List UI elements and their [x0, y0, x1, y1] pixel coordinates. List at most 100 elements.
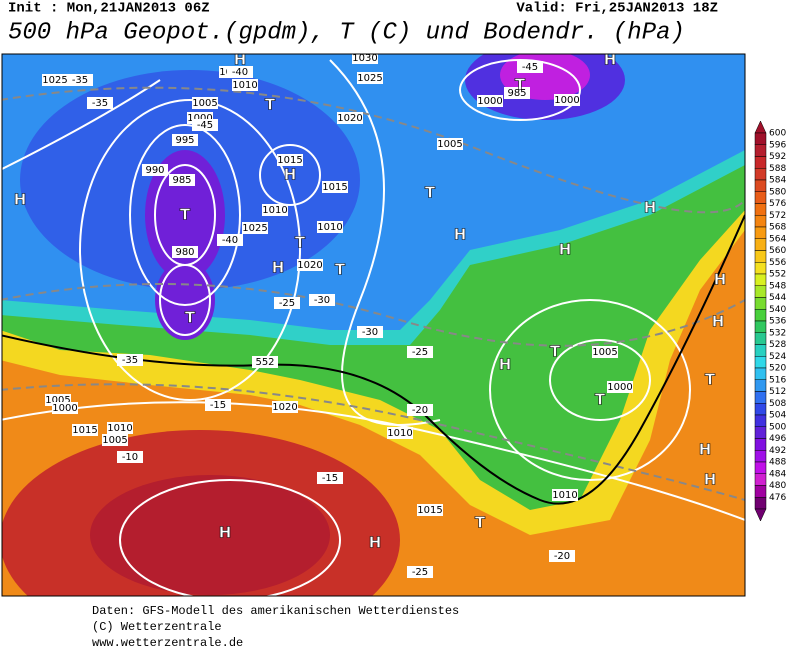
label-bg: [217, 234, 243, 246]
pressure-system: T: [335, 261, 346, 279]
pressure-system: T: [425, 184, 436, 202]
colorbar-label: 548: [769, 281, 786, 291]
contour-label: 1005: [192, 98, 217, 109]
colorbar-label: 584: [769, 176, 786, 186]
contour-label: -15: [210, 400, 226, 411]
contour-label: 1005: [437, 139, 462, 150]
label-bg: [277, 154, 303, 166]
552-line: [2, 214, 745, 505]
colorbar-label: 540: [769, 305, 786, 315]
pressure-system: T: [265, 96, 276, 114]
pressure-system: H: [499, 356, 512, 374]
contour-label: 1010: [262, 205, 287, 216]
isobars: [2, 59, 745, 596]
colorbar-label: 588: [769, 164, 786, 174]
pressure-system: H: [272, 259, 285, 277]
label-bg: [107, 422, 133, 434]
colorbar-label: 564: [769, 234, 786, 244]
contour-label: 1010: [552, 490, 577, 501]
pressure-system: H: [234, 51, 247, 69]
footer-line: www.wetterzentrale.de: [92, 636, 243, 648]
contour-label: 995: [175, 135, 194, 146]
colorbar-label: 560: [769, 246, 786, 256]
colorbar-swatch: [754, 273, 767, 286]
pressure-system: T: [180, 206, 191, 224]
label-bg: [252, 356, 278, 368]
contour-label: 1025: [242, 223, 267, 234]
pressure-system: H: [284, 166, 297, 184]
label-bg: [117, 451, 143, 463]
label-bg: [272, 401, 298, 413]
contour-label: 1000: [187, 113, 212, 124]
label-bg: [337, 112, 363, 124]
contour-label: 1010: [317, 222, 342, 233]
colorbar-label: 524: [769, 352, 786, 362]
colorbar-swatch: [754, 414, 767, 427]
label-bg: [87, 97, 113, 109]
colorbar-swatch: [754, 168, 767, 181]
pressure-system: T: [550, 343, 561, 361]
pressure-system: H: [704, 471, 717, 489]
colorbar-swatch: [754, 179, 767, 192]
cold-core: [155, 260, 215, 340]
contour-label: 980: [175, 247, 194, 258]
map-area: 1025 -35 101010051000995990985980103010251…: [1, 51, 746, 597]
colorbar-label: 536: [769, 317, 786, 327]
colorbar-label: 600: [769, 129, 786, 139]
contour-label: 1005: [45, 395, 70, 406]
colorbar-swatch: [754, 473, 767, 486]
colorbar-label: 500: [769, 422, 786, 432]
contour-label: 1015: [322, 182, 347, 193]
contour-label: 1030: [352, 53, 377, 64]
cold-core: [145, 150, 225, 280]
label-bg: [67, 74, 93, 86]
colorbar-swatch: [754, 226, 767, 239]
label-bg: [309, 294, 335, 306]
label-bg: [169, 174, 195, 186]
colorbar-swatch: [754, 132, 767, 145]
pressure-system: H: [369, 534, 382, 552]
colorbar-swatch: [754, 450, 767, 463]
pressure-system: T: [705, 371, 716, 389]
contour-label: 1015: [72, 425, 97, 436]
contour-label: 990: [145, 165, 164, 176]
contour-label: 552: [255, 357, 274, 368]
contour-label: -40: [222, 235, 238, 246]
label-bg: [407, 404, 433, 416]
pressure-system: H: [699, 441, 712, 459]
pressure-system: T: [475, 514, 486, 532]
pressure-system: H: [712, 313, 725, 331]
label-bg: [357, 326, 383, 338]
colorbar-swatch: [754, 344, 767, 357]
colorbar-label: 552: [769, 270, 786, 280]
colorbar-swatch: [754, 144, 767, 157]
colorbar-swatch: [754, 497, 767, 510]
colorbar-label: 572: [769, 211, 786, 221]
pressure-system: T: [515, 76, 526, 94]
colorbar-swatch: [754, 203, 767, 216]
colorbar-swatch: [754, 320, 767, 333]
colorbar-swatch: [754, 379, 767, 392]
colorbar-swatch: [754, 426, 767, 439]
colorbar-label: 504: [769, 411, 786, 421]
contour-label: 1010: [387, 428, 412, 439]
colorbar-label: 544: [769, 293, 786, 303]
pressure-system: H: [14, 191, 27, 209]
label-bg: [417, 504, 443, 516]
pressure-system: H: [559, 241, 572, 259]
pressure-system: H: [644, 199, 657, 217]
label-bg: [262, 204, 288, 216]
colorbar-swatch: [754, 250, 767, 263]
contour-label: -15: [322, 473, 338, 484]
contour-label: 1025: [42, 75, 67, 86]
contour-label: 1005: [102, 435, 127, 446]
label-bg: [192, 119, 218, 131]
contour-label: 1000: [52, 403, 77, 414]
colorbar-swatch: [754, 356, 767, 369]
colorbar-label: 556: [769, 258, 786, 268]
contour-label: -25: [279, 298, 295, 309]
label-bg: [42, 74, 68, 86]
contour-label: 1020: [297, 260, 322, 271]
